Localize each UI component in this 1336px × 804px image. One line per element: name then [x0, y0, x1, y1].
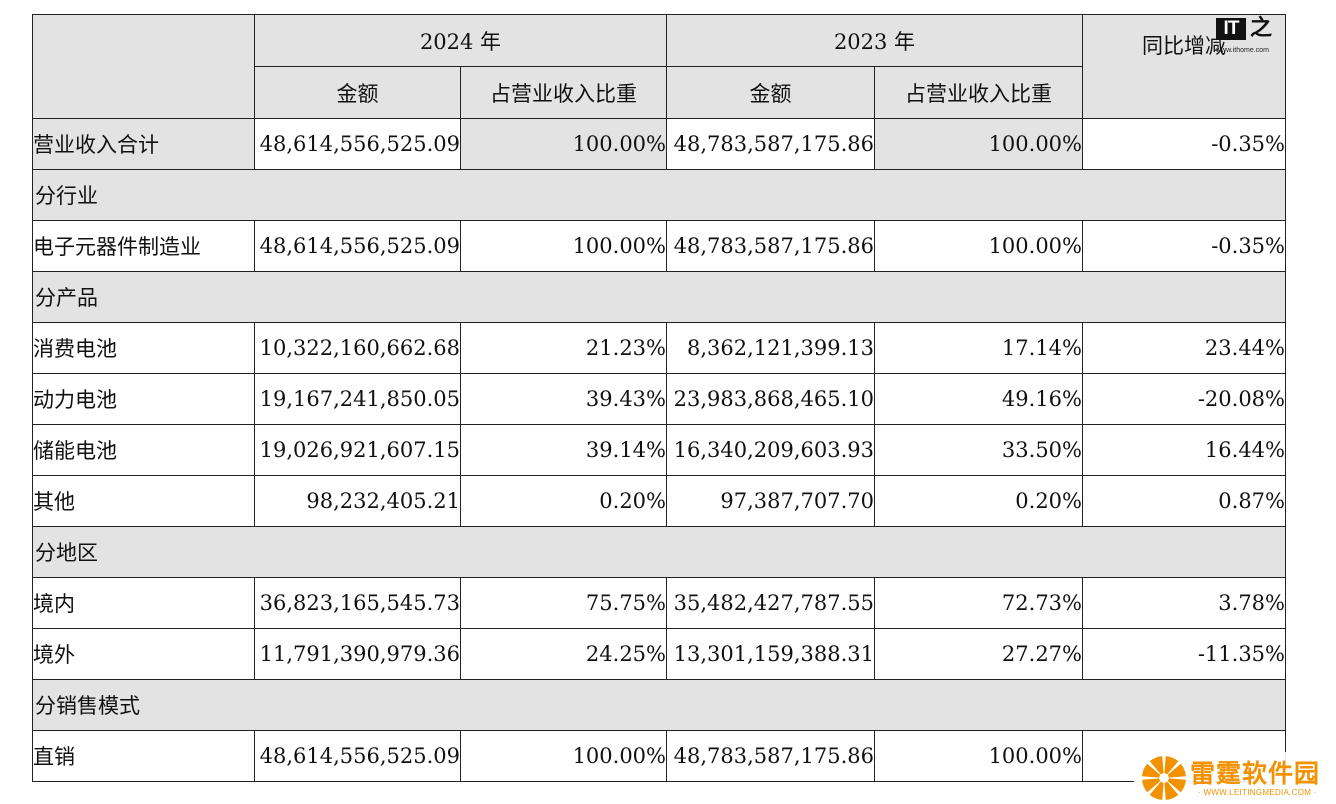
- amount-2024: 11,791,390,979.36: [254, 628, 461, 680]
- share-2024: 0.20%: [460, 475, 667, 527]
- ithome-watermark-logo: IT 之 www.ithome.com: [1216, 16, 1282, 60]
- share-2024: 21.23%: [460, 322, 667, 374]
- row-label: 消费电池: [32, 322, 255, 374]
- yoy-change: 0.87%: [1082, 475, 1286, 527]
- section-title: 分销售模式: [32, 679, 1286, 731]
- section-row: 分销售模式: [32, 679, 1286, 731]
- amount-2023: 48,783,587,175.86: [666, 730, 875, 782]
- row-label: 电子元器件制造业: [32, 220, 255, 272]
- section-title: 分地区: [32, 526, 1286, 578]
- amount-2023: 48,783,587,175.86: [666, 118, 875, 170]
- row-label: 营业收入合计: [32, 118, 255, 170]
- share-2023: 72.73%: [874, 577, 1083, 629]
- orange-slice-icon: [1142, 756, 1186, 800]
- amount-2024: 98,232,405.21: [254, 475, 461, 527]
- ithome-box: IT: [1216, 18, 1246, 40]
- share-2024: 100.00%: [460, 220, 667, 272]
- header-year-2023: 2023 年: [666, 14, 1083, 67]
- row-label: 动力电池: [32, 373, 255, 425]
- amount-2023: 23,983,868,465.10: [666, 373, 875, 425]
- table-row: 消费电池 10,322,160,662.68 21.23% 8,362,121,399…: [32, 322, 1286, 374]
- leiting-url-text: WWW.LEITINGMEDIA.COM: [1203, 788, 1312, 797]
- header-yoy-cell: 同比增减: [1082, 14, 1286, 119]
- amount-2023: 13,301,159,388.31: [666, 628, 875, 680]
- header-yoy: 同比增减: [1142, 33, 1226, 58]
- share-2023: 33.50%: [874, 424, 1083, 476]
- amount-2023: 35,482,427,787.55: [666, 577, 875, 629]
- orange-segment: [1142, 778, 1161, 793]
- section-row: 分行业: [32, 169, 1286, 221]
- share-2023: 27.27%: [874, 628, 1083, 680]
- share-2024: 24.25%: [460, 628, 667, 680]
- header-share-2023: 占营业收入比重: [874, 66, 1083, 119]
- leiting-name: 雷霆软件园: [1190, 759, 1321, 788]
- share-2024: 75.75%: [460, 577, 667, 629]
- orange-segment: [1167, 778, 1186, 793]
- yoy-change: 23.44%: [1082, 322, 1286, 374]
- leiting-watermark-logo: 雷霆软件园 · WWW.LEITINGMEDIA.COM ·: [1134, 752, 1334, 804]
- share-2024: 100.00%: [460, 730, 667, 782]
- section-title: 分产品: [32, 271, 1286, 323]
- ithome-char: 之: [1250, 16, 1273, 41]
- yoy-change: 3.78%: [1082, 577, 1286, 629]
- share-2024: 100.00%: [460, 118, 667, 170]
- ithome-url: www.ithome.com: [1216, 47, 1269, 54]
- yoy-change: 16.44%: [1082, 424, 1286, 476]
- amount-2023: 16,340,209,603.93: [666, 424, 875, 476]
- header-amount-2024: 金额: [254, 66, 461, 119]
- row-label: 境内: [32, 577, 255, 629]
- row-label: 直销: [32, 730, 255, 782]
- amount-2024: 10,322,160,662.68: [254, 322, 461, 374]
- row-label: 境外: [32, 628, 255, 680]
- section-row: 分地区: [32, 526, 1286, 578]
- yoy-change: -0.35%: [1082, 220, 1286, 272]
- total-row: 营业收入合计 48,614,556,525.09 100.00% 48,783,…: [32, 118, 1286, 170]
- amount-2024: 48,614,556,525.09: [254, 220, 461, 272]
- amount-2024: 36,823,165,545.73: [254, 577, 461, 629]
- table-row: 其他 98,232,405.21 0.20% 97,387,707.70 0.20% 0.…: [32, 475, 1286, 527]
- amount-2024: 48,614,556,525.09: [254, 118, 461, 170]
- share-2023: 100.00%: [874, 730, 1083, 782]
- header-row-years: 2024 年 2023 年 同比增减: [32, 14, 1286, 119]
- orange-segment: [1164, 756, 1179, 775]
- orange-segment: [1149, 781, 1164, 800]
- row-label: 其他: [32, 475, 255, 527]
- header-row-columns: 金额 占营业收入比重 金额 占营业收入比重: [33, 66, 1286, 119]
- share-2023: 0.20%: [874, 475, 1083, 527]
- section-row: 分产品: [32, 271, 1286, 323]
- share-2023: 17.14%: [874, 322, 1083, 374]
- share-2023: 49.16%: [874, 373, 1083, 425]
- header-blank-cell: [32, 14, 255, 119]
- table-row: 境内 36,823,165,545.73 75.75% 35,482,427,787.…: [32, 577, 1286, 629]
- leiting-url: · WWW.LEITINGMEDIA.COM ·: [1198, 788, 1317, 797]
- amount-2023: 97,387,707.70: [666, 475, 875, 527]
- table-row: 境外 11,791,390,979.36 24.25% 13,301,159,388.…: [32, 628, 1286, 680]
- share-2023: 100.00%: [874, 118, 1083, 170]
- orange-segment: [1149, 756, 1164, 775]
- orange-segment: [1167, 763, 1186, 778]
- yoy-change: -20.08%: [1082, 373, 1286, 425]
- header-amount-2023: 金额: [666, 66, 875, 119]
- share-2023: 100.00%: [874, 220, 1083, 272]
- yoy-change: -0.35%: [1082, 118, 1286, 170]
- table-row: 储能电池 19,026,921,607.15 39.14% 16,340,209,60…: [32, 424, 1286, 476]
- amount-2024: 48,614,556,525.09: [254, 730, 461, 782]
- amount-2023: 48,783,587,175.86: [666, 220, 875, 272]
- yoy-change: -11.35%: [1082, 628, 1286, 680]
- table-row: 直销 48,614,556,525.09 100.00% 48,783,587,175…: [32, 730, 1286, 782]
- header-year-2024: 2024 年: [254, 14, 667, 67]
- section-title: 分行业: [32, 169, 1286, 221]
- orange-segment: [1142, 763, 1161, 778]
- share-2024: 39.43%: [460, 373, 667, 425]
- table-row: 电子元器件制造业 48,614,556,525.09 100.00% 48,783,5…: [32, 220, 1286, 272]
- row-label: 储能电池: [32, 424, 255, 476]
- revenue-table: 2024 年 2023 年 同比增减 金额 占营业收入比重 金额 占营业收入比重…: [32, 14, 1286, 782]
- orange-segment: [1164, 781, 1179, 800]
- share-2024: 39.14%: [460, 424, 667, 476]
- amount-2023: 8,362,121,399.13: [666, 322, 875, 374]
- table-row: 动力电池 19,167,241,850.05 39.43% 23,983,868,46…: [32, 373, 1286, 425]
- header-share-2024: 占营业收入比重: [460, 66, 667, 119]
- amount-2024: 19,167,241,850.05: [254, 373, 461, 425]
- amount-2024: 19,026,921,607.15: [254, 424, 461, 476]
